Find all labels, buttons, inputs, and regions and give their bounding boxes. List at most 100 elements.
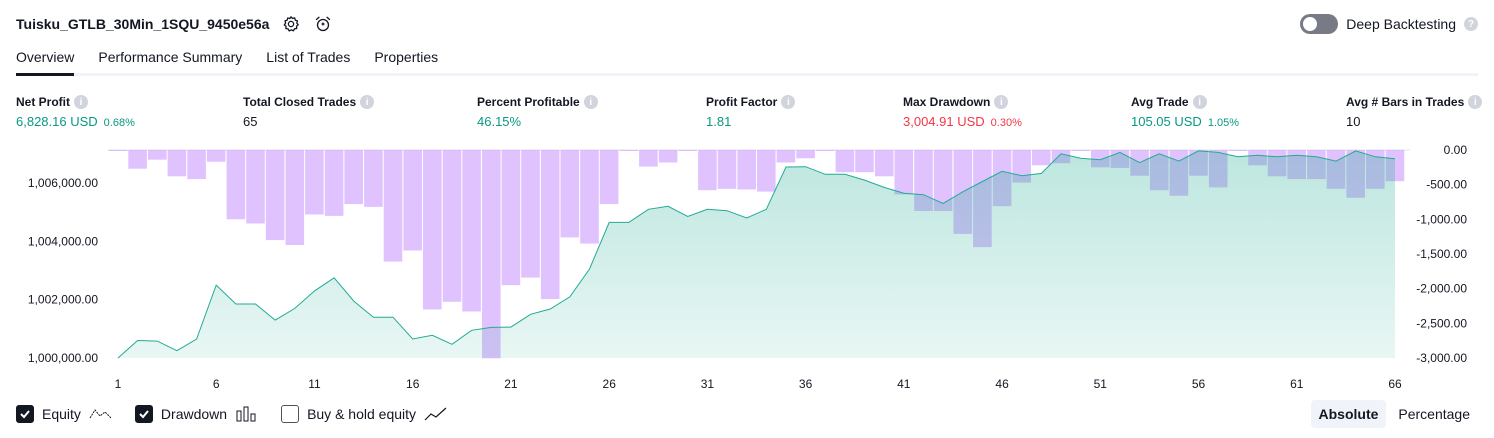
drawdown-checkbox[interactable] bbox=[134, 405, 153, 423]
drawdown-bar bbox=[874, 150, 894, 177]
drawdown-bar bbox=[580, 150, 599, 244]
drawdown-bar bbox=[1071, 150, 1090, 151]
right-axis-tick: -2,000.00 bbox=[1416, 282, 1467, 296]
metric-value: 105.05 USD bbox=[1131, 114, 1202, 129]
drawdown-bar bbox=[305, 150, 324, 215]
metric-label: Avg Trade bbox=[1131, 95, 1189, 109]
metric-value: 65 bbox=[243, 114, 258, 129]
metric-label: Avg # Bars in Trades bbox=[1346, 95, 1465, 109]
drawdown-bar bbox=[128, 150, 147, 169]
x-axis-tick: 41 bbox=[897, 377, 911, 391]
info-icon[interactable]: i bbox=[583, 95, 598, 109]
drawdown-bar bbox=[344, 150, 363, 205]
deep-backtesting: Deep Backtesting ? bbox=[1300, 12, 1478, 36]
bar-chart-icon bbox=[236, 406, 256, 422]
tab-list-of-trades[interactable]: List of Trades bbox=[266, 49, 351, 65]
strategy-title: Tuisku_GTLB_30Min_1SQU_9450e56a bbox=[16, 16, 270, 32]
buy-hold-checkbox[interactable] bbox=[281, 405, 300, 423]
x-axis-tick: 26 bbox=[603, 377, 617, 391]
metric-avg-trade: Avg Trade i 105.05 USD 1.05% bbox=[1131, 94, 1239, 129]
x-axis-tick: 61 bbox=[1290, 377, 1304, 391]
info-icon[interactable]: i bbox=[360, 95, 375, 109]
right-axis-tick: -1,000.00 bbox=[1416, 212, 1467, 226]
right-axis-tick: -2,500.00 bbox=[1416, 316, 1467, 330]
x-axis-tick: 36 bbox=[799, 377, 813, 391]
help-icon[interactable]: ? bbox=[1464, 17, 1478, 31]
metric-profit-factor: Profit Factor i 1.81 bbox=[706, 94, 796, 129]
legend-buy-hold[interactable]: Buy & hold equity bbox=[281, 405, 448, 423]
drawdown-bar bbox=[521, 150, 540, 278]
drawdown-bar bbox=[599, 150, 619, 205]
tab-properties[interactable]: Properties bbox=[374, 49, 439, 65]
drawdown-bar bbox=[383, 150, 403, 262]
metric-percent: 1.05% bbox=[1207, 117, 1240, 129]
drawdown-bar bbox=[658, 150, 678, 163]
legend-equity[interactable]: Equity bbox=[16, 405, 113, 423]
metric-value: 3,004.91 USD bbox=[903, 114, 985, 129]
alarm-clock-icon[interactable] bbox=[313, 14, 333, 34]
legend-equity-label: Equity bbox=[42, 406, 81, 422]
percentage-button[interactable]: Percentage bbox=[1398, 406, 1470, 422]
x-axis-tick: 21 bbox=[504, 377, 518, 391]
drawdown-bar bbox=[206, 150, 226, 162]
drawdown-bar bbox=[442, 150, 462, 302]
drawdown-bar bbox=[1228, 150, 1248, 151]
x-axis-tick: 31 bbox=[701, 377, 715, 391]
metric-net-profit: Net Profit i 6,828.16 USD 0.68% bbox=[16, 94, 135, 129]
left-axis-tick: 1,004,000.00 bbox=[28, 234, 98, 248]
info-icon[interactable]: i bbox=[1192, 95, 1207, 109]
equity-line bbox=[117, 150, 1396, 359]
absolute-button[interactable]: Absolute bbox=[1310, 400, 1387, 428]
tab-performance-summary[interactable]: Performance Summary bbox=[98, 49, 243, 65]
info-icon[interactable]: i bbox=[781, 95, 796, 109]
equity-checkbox[interactable] bbox=[16, 405, 34, 423]
drawdown-bar bbox=[148, 150, 167, 160]
drawdown-bar bbox=[462, 150, 481, 312]
x-axis-tick: 46 bbox=[995, 377, 1009, 391]
info-icon[interactable]: i bbox=[994, 95, 1009, 109]
drawdown-bar bbox=[894, 150, 914, 195]
equity-drawdown-chart[interactable]: 1,000,000.00 1,002,000.00 1,004,000.00 1,00… bbox=[0, 140, 1494, 398]
deep-backtesting-toggle[interactable] bbox=[1300, 14, 1339, 34]
right-axis-tick: 0.00 bbox=[1444, 143, 1468, 157]
tab-bar: Overview Performance Summary List of Tra… bbox=[16, 46, 1478, 76]
right-axis: 0.00 -500.00 -1,000.00 -1,500.00 -2,000.00 -2… bbox=[1416, 143, 1467, 365]
drawdown-bar bbox=[226, 150, 246, 220]
x-axis-tick: 51 bbox=[1094, 377, 1108, 391]
info-icon[interactable]: i bbox=[1468, 95, 1483, 109]
metric-avg-bars: Avg # Bars in Trades i 10 bbox=[1346, 94, 1483, 129]
legend-buy-hold-label: Buy & hold equity bbox=[307, 406, 417, 422]
drawdown-bar bbox=[855, 150, 874, 173]
metric-value: 6,828.16 USD bbox=[16, 114, 98, 129]
tab-overview[interactable]: Overview bbox=[16, 46, 75, 76]
legend-drawdown[interactable]: Drawdown bbox=[134, 405, 259, 423]
metric-max-drawdown: Max Drawdown i 3,004.91 USD 0.30% bbox=[903, 94, 1022, 129]
metric-value: 46.15% bbox=[477, 114, 522, 129]
x-axis-tick: 6 bbox=[213, 377, 220, 391]
toggle-knob bbox=[1303, 17, 1318, 31]
legend-drawdown-label: Drawdown bbox=[160, 406, 228, 422]
metric-label: Net Profit bbox=[16, 95, 70, 109]
drawdown-bar bbox=[757, 150, 776, 192]
right-axis-tick: -500.00 bbox=[1426, 178, 1467, 192]
drawdown-bar bbox=[560, 150, 580, 238]
display-mode-switch: Absolute Percentage bbox=[1310, 400, 1479, 428]
left-axis-tick: 1,002,000.00 bbox=[28, 293, 98, 307]
x-axis-tick: 56 bbox=[1192, 377, 1206, 391]
metric-label: Profit Factor bbox=[706, 95, 778, 109]
drawdown-bar bbox=[423, 150, 442, 310]
drawdown-bar bbox=[1032, 150, 1051, 166]
x-axis-tick: 11 bbox=[308, 377, 321, 391]
drawdown-bar bbox=[717, 150, 737, 189]
drawdown-bar bbox=[364, 150, 383, 207]
strategy-header: Tuisku_GTLB_30Min_1SQU_9450e56a bbox=[16, 12, 333, 36]
drawdown-bar bbox=[265, 150, 285, 241]
metric-label: Total Closed Trades bbox=[243, 95, 357, 109]
drawdown-bar bbox=[776, 150, 796, 163]
right-axis-tick: -3,000.00 bbox=[1416, 351, 1467, 365]
info-icon[interactable]: i bbox=[74, 95, 88, 109]
gear-icon[interactable] bbox=[281, 14, 301, 34]
metric-percent-profitable: Percent Profitable i 46.15% bbox=[477, 94, 598, 129]
trend-line-icon bbox=[424, 407, 447, 421]
equity-line-icon bbox=[89, 409, 112, 419]
